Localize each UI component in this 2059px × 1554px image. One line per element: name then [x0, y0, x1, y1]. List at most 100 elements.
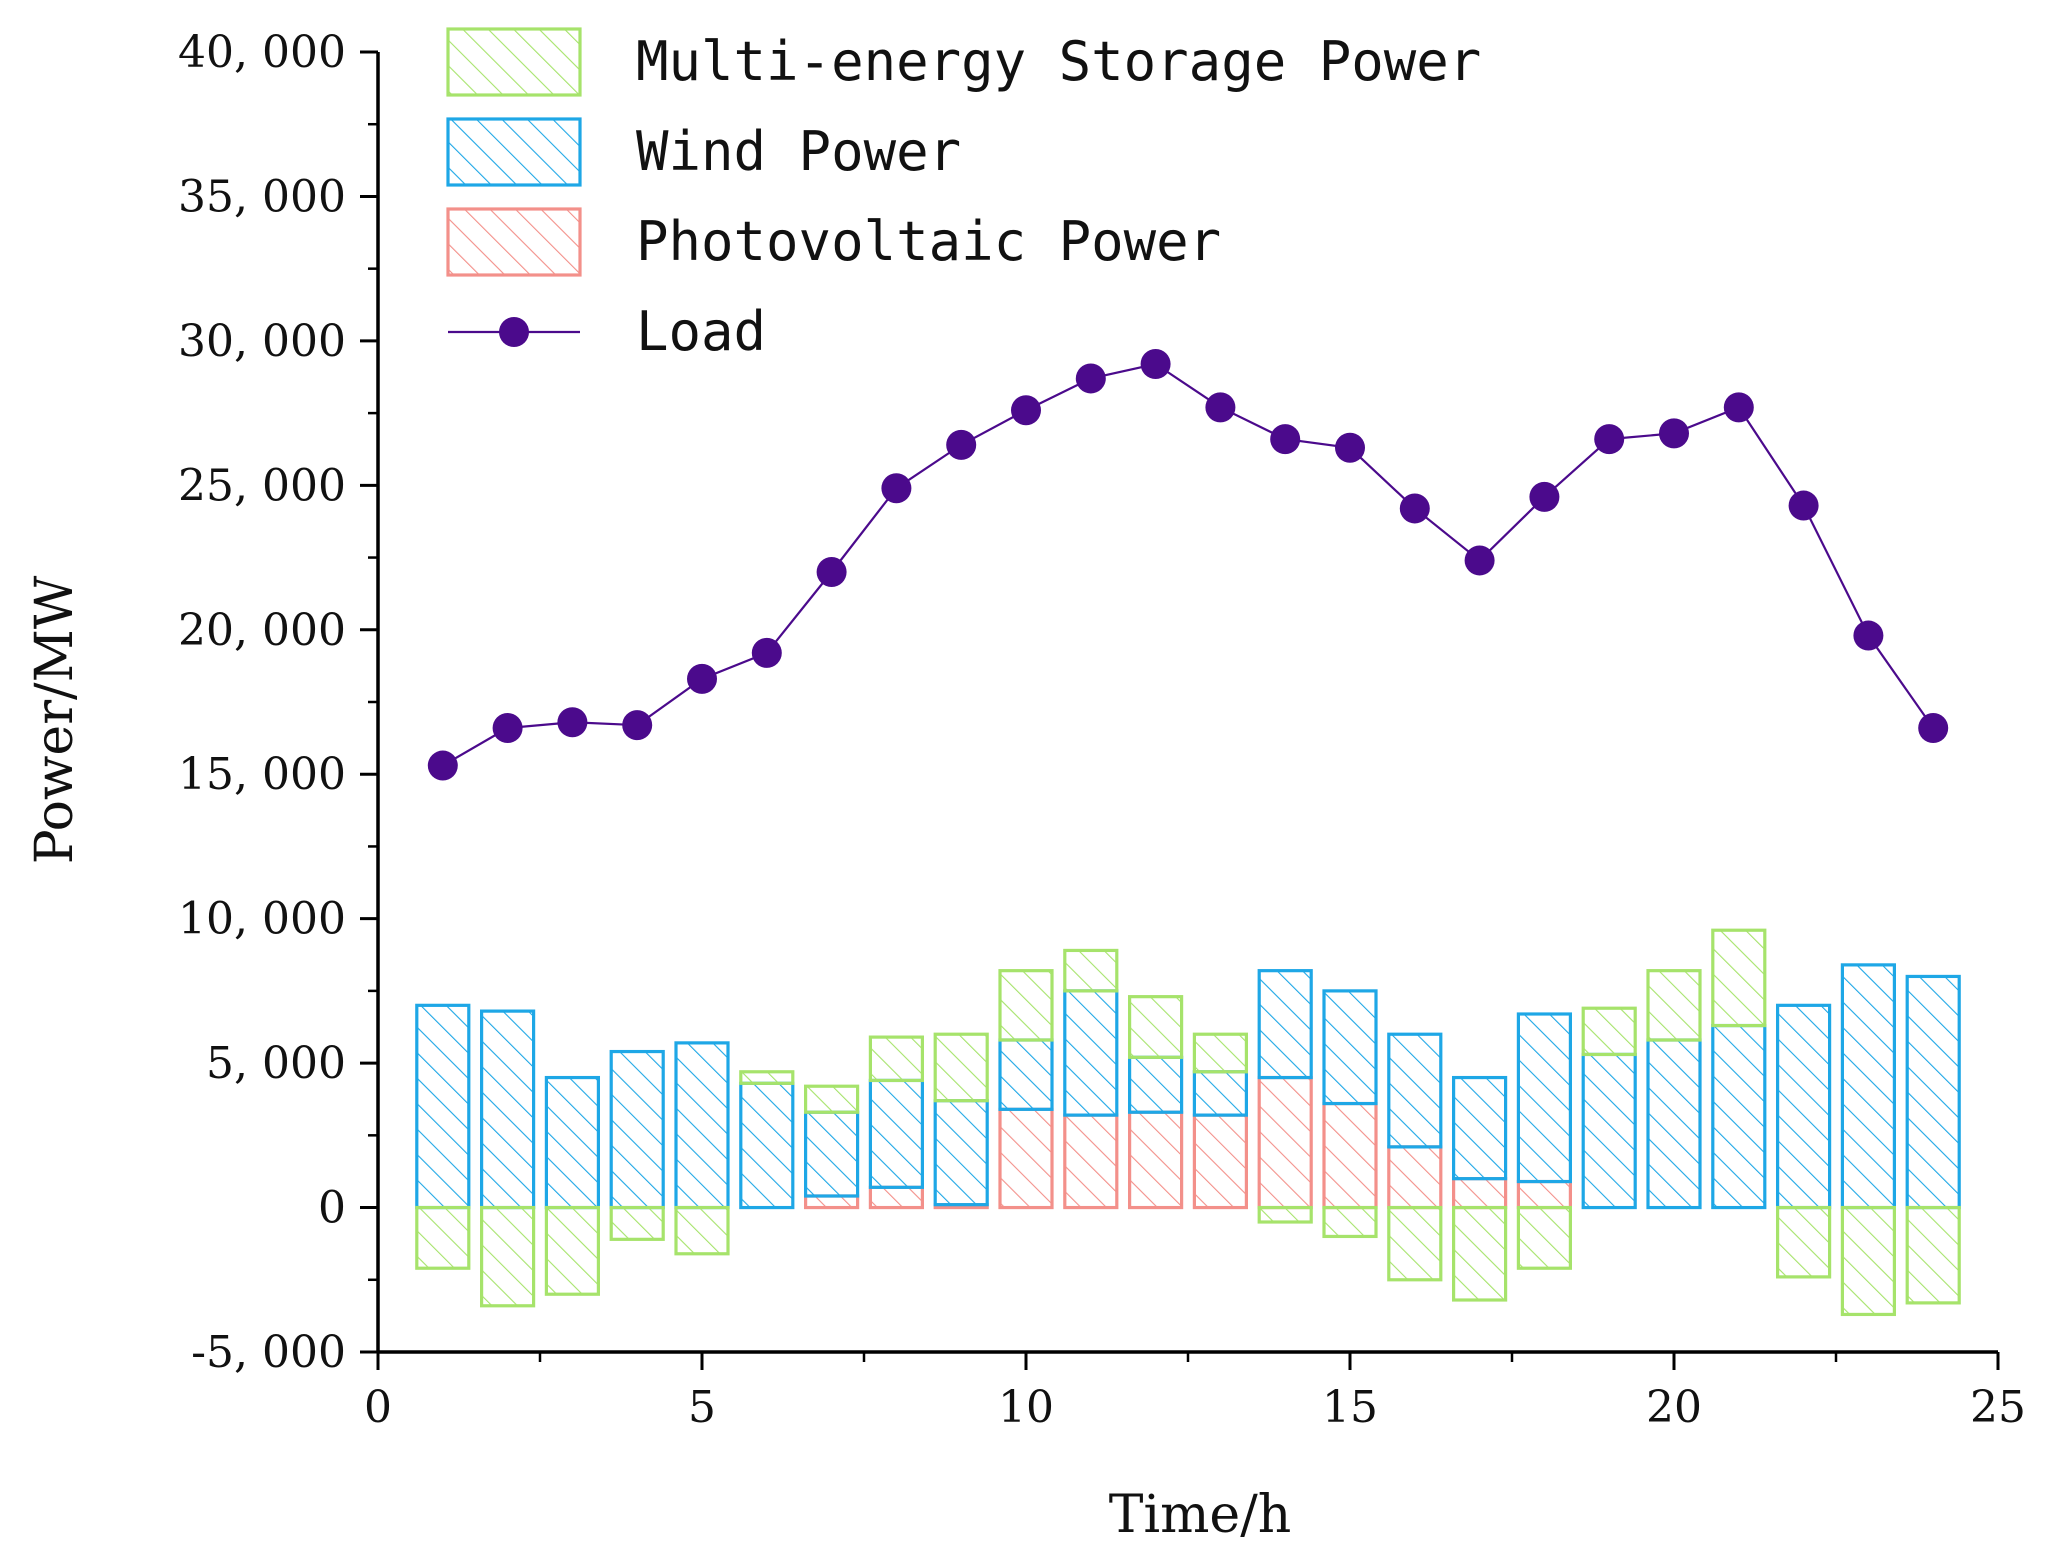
- y-tick-label: 35, 000: [178, 171, 346, 222]
- bar-storage-14: [1257, 1205, 1313, 1224]
- load-point-16: [1399, 493, 1430, 524]
- bar-wind-2: [480, 1009, 536, 1210]
- x-tick-label: 5: [688, 1382, 716, 1433]
- bar-storage-24: [1905, 1205, 1961, 1305]
- axes: -5, 000 0 5, 000 10, 000 15, 000 20, 000 25, 0…: [178, 27, 2026, 1433]
- legend-label-1: Wind Power: [636, 120, 961, 183]
- bar-storage-1: [415, 1205, 471, 1270]
- bar-storage-17: [1451, 1205, 1508, 1302]
- bar-storage-22: [1775, 1205, 1832, 1279]
- y-tick-label: -5, 000: [191, 1327, 346, 1378]
- bar-wind-5: [674, 1041, 730, 1210]
- load-point-21: [1723, 392, 1754, 423]
- load-point-9: [946, 429, 977, 460]
- legend-label-2: Photovoltaic Power: [636, 210, 1221, 273]
- bar-storage-5: [674, 1205, 730, 1256]
- bar-pv-18: [1516, 1179, 1573, 1210]
- load-point-2: [492, 713, 523, 743]
- bar-storage-16: [1387, 1205, 1443, 1282]
- bar-storage-8: [868, 1035, 925, 1083]
- bar-wind-12: [1127, 1055, 1184, 1114]
- load-line-layer: [427, 349, 1949, 781]
- load-point-23: [1853, 620, 1884, 651]
- y-tick-label: 30, 000: [178, 316, 346, 367]
- bar-storage-21: [1711, 928, 1767, 1028]
- bar-wind-10: [998, 1038, 1054, 1111]
- load-point-10: [1011, 395, 1041, 426]
- y-axis-title: Power/MW: [25, 575, 85, 864]
- load-point-3: [557, 707, 588, 738]
- y-tick-label: 40, 000: [178, 27, 346, 78]
- bars-layer: [415, 928, 1961, 1317]
- y-tick-label: 10, 000: [178, 894, 346, 945]
- bar-storage-19: [1581, 1006, 1637, 1057]
- bar-wind-1: [415, 1003, 471, 1210]
- legend-swatch-2: [446, 207, 582, 277]
- bar-wind-3: [544, 1075, 601, 1210]
- bar-wind-7: [803, 1110, 860, 1198]
- load-point-1: [427, 750, 458, 781]
- bar-wind-24: [1905, 974, 1961, 1210]
- bar-storage-18: [1516, 1205, 1573, 1270]
- load-point-15: [1335, 432, 1365, 463]
- bar-storage-2: [480, 1205, 536, 1308]
- legend: Multi-energy Storage Power Wind Power Phot…: [446, 27, 1481, 363]
- x-tick-label: 10: [998, 1382, 1054, 1433]
- load-point-7: [816, 557, 847, 587]
- y-tick-label: 25, 000: [178, 460, 346, 511]
- load-point-8: [881, 473, 912, 504]
- bar-pv-14: [1257, 1075, 1313, 1210]
- load-point-12: [1140, 349, 1171, 379]
- y-tick-label: 20, 000: [178, 605, 346, 656]
- y-tick-label: 5, 000: [206, 1038, 346, 1089]
- bar-storage-6: [739, 1070, 795, 1085]
- bar-wind-20: [1646, 1038, 1702, 1210]
- bar-storage-15: [1322, 1205, 1378, 1239]
- bar-wind-4: [609, 1049, 665, 1210]
- bar-wind-19: [1581, 1052, 1637, 1210]
- load-point-20: [1659, 418, 1689, 449]
- load-point-24: [1918, 713, 1949, 743]
- bar-wind-16: [1387, 1032, 1443, 1149]
- bar-pv-7: [803, 1194, 860, 1210]
- bar-wind-6: [739, 1081, 795, 1210]
- load-line: [442, 362, 1935, 767]
- bar-wind-11: [1063, 989, 1119, 1117]
- y-tick-label: 0: [318, 1183, 346, 1234]
- bar-wind-15: [1322, 989, 1378, 1106]
- load-point-19: [1594, 424, 1625, 455]
- bar-pv-16: [1387, 1145, 1443, 1210]
- bar-storage-10: [998, 969, 1054, 1042]
- bar-pv-10: [998, 1107, 1054, 1210]
- bar-storage-12: [1127, 995, 1184, 1059]
- x-tick-label: 25: [1970, 1382, 2026, 1433]
- x-axis-title: Time/h: [1109, 1485, 1291, 1545]
- bar-wind-8: [868, 1078, 925, 1189]
- legend-swatch-0: [446, 27, 582, 97]
- bar-storage-7: [803, 1084, 860, 1114]
- bar-storage-11: [1063, 948, 1119, 993]
- legend-label-0: Multi-energy Storage Power: [636, 30, 1481, 93]
- bar-wind-23: [1840, 963, 1897, 1210]
- bar-storage-3: [544, 1205, 601, 1296]
- load-point-4: [622, 710, 653, 741]
- load-point-18: [1529, 481, 1560, 512]
- bar-pv-15: [1322, 1101, 1378, 1210]
- load-point-5: [687, 663, 717, 694]
- load-point-6: [751, 637, 782, 668]
- bar-storage-9: [933, 1032, 989, 1103]
- bar-storage-4: [609, 1205, 665, 1241]
- bar-wind-9: [933, 1099, 989, 1207]
- bar-wind-13: [1192, 1070, 1249, 1117]
- x-tick-label: 0: [364, 1382, 392, 1433]
- bar-wind-17: [1451, 1075, 1508, 1181]
- bar-storage-20: [1646, 969, 1702, 1042]
- load-point-13: [1205, 392, 1236, 423]
- bar-pv-17: [1451, 1177, 1508, 1210]
- load-point-14: [1270, 424, 1301, 455]
- bar-wind-22: [1775, 1003, 1832, 1210]
- x-tick-label: 15: [1322, 1382, 1378, 1433]
- bar-pv-8: [868, 1185, 925, 1210]
- bar-pv-11: [1063, 1113, 1119, 1210]
- bar-wind-21: [1711, 1023, 1767, 1210]
